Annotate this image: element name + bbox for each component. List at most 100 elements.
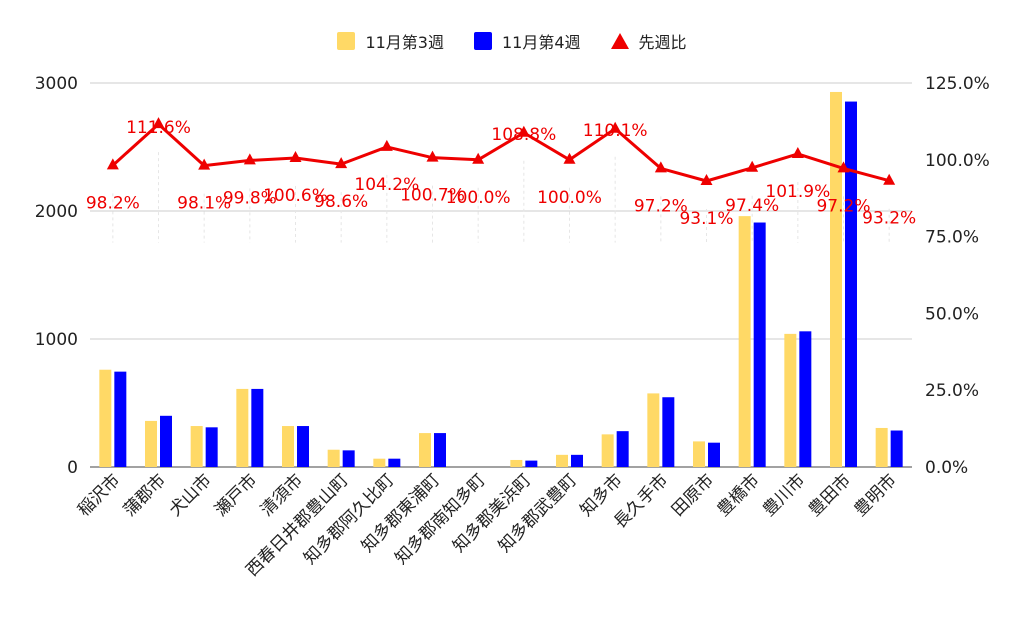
legend-marker-ratio bbox=[610, 33, 629, 49]
ratio-marker bbox=[746, 160, 759, 172]
right-axis-tick-label: 25.0% bbox=[925, 381, 979, 401]
bar-week3 bbox=[556, 454, 568, 467]
left-axis-tick-label: 1000 bbox=[35, 330, 78, 350]
ratio-marker bbox=[380, 139, 393, 151]
ratio-marker bbox=[883, 173, 896, 185]
ratio-data-label: 97.2% bbox=[634, 196, 688, 216]
bar-week3 bbox=[510, 459, 523, 467]
ratio-data-label: 100.7% bbox=[400, 186, 465, 206]
ratio-marker bbox=[563, 152, 576, 164]
category-label: 犬山市 bbox=[165, 470, 215, 520]
bar-week3 bbox=[145, 420, 157, 467]
bar-week3 bbox=[99, 369, 112, 467]
legend-label-week3: 11月第3週 bbox=[365, 33, 444, 52]
ratio-data-label: 100.0% bbox=[537, 188, 602, 208]
category-label: 蒲郡市 bbox=[120, 470, 170, 520]
ratio-data-label: 104.2% bbox=[354, 175, 419, 195]
legend-swatch-week4 bbox=[473, 32, 492, 50]
ratio-data-label: 100.6% bbox=[263, 186, 328, 206]
left-axis-tick-label: 0 bbox=[67, 458, 78, 478]
bar-week4 bbox=[388, 458, 401, 467]
category-label: 豊田市 bbox=[805, 470, 855, 520]
bar-week3 bbox=[236, 388, 249, 467]
bar-week4 bbox=[205, 427, 218, 467]
ratio-line bbox=[111, 122, 890, 183]
bar-week4 bbox=[845, 101, 857, 467]
legend-swatch-week3 bbox=[337, 32, 356, 50]
ratio-marker bbox=[791, 146, 804, 158]
ratio-data-label: 97.4% bbox=[725, 196, 779, 216]
bar-week3 bbox=[830, 91, 842, 468]
bar-week3 bbox=[647, 393, 660, 467]
bar-week4 bbox=[799, 331, 812, 467]
bar-week4 bbox=[114, 371, 127, 467]
bar-week3 bbox=[373, 458, 386, 467]
ratio-marker bbox=[654, 161, 667, 173]
bar-week4 bbox=[251, 388, 264, 467]
ratio-marker bbox=[198, 158, 211, 170]
bar-week3 bbox=[601, 434, 614, 467]
ratio-data-label: 99.8% bbox=[223, 188, 277, 208]
bar-week4 bbox=[753, 222, 766, 467]
ratio-data-label: 108.8% bbox=[491, 125, 556, 145]
ratio-marker bbox=[517, 125, 530, 137]
legend-item-week4: 11月第4週 bbox=[473, 29, 581, 53]
ratio-marker bbox=[609, 121, 622, 133]
left-axis-tick-label: 3000 bbox=[35, 74, 78, 94]
chart-legend: 11月第3週 11月第4週 先週比 bbox=[0, 28, 1024, 54]
bar-week3 bbox=[738, 216, 751, 467]
bar-week4 bbox=[890, 430, 903, 467]
ratio-data-label: 111.6% bbox=[126, 118, 191, 138]
right-axis-tick-label: 75.0% bbox=[925, 228, 979, 248]
ratio-data-label: 97.2% bbox=[816, 196, 870, 216]
ratio-data-label: 101.9% bbox=[765, 182, 830, 202]
right-axis-tick-label: 125.0% bbox=[925, 74, 990, 94]
category-label: 豊川市 bbox=[759, 470, 809, 520]
bar-week3 bbox=[875, 427, 888, 467]
bar-week4 bbox=[342, 450, 355, 467]
ratio-marker bbox=[289, 150, 302, 162]
bar-week4 bbox=[160, 415, 172, 467]
bar-week4 bbox=[571, 454, 583, 467]
bar-week4 bbox=[297, 426, 309, 467]
ratio-marker bbox=[426, 150, 439, 162]
right-axis-tick-label: 100.0% bbox=[925, 151, 990, 171]
bar-week3 bbox=[327, 449, 340, 467]
bar-week3 bbox=[784, 333, 797, 467]
category-label: 田原市 bbox=[668, 470, 718, 520]
ratio-data-label: 110.1% bbox=[583, 121, 648, 141]
ratio-data-label: 93.1% bbox=[679, 209, 733, 229]
category-label: 豊明市 bbox=[850, 470, 900, 520]
bar-week4 bbox=[434, 433, 446, 467]
bar-week3 bbox=[419, 433, 431, 467]
ratio-data-label: 100.0% bbox=[446, 188, 511, 208]
ratio-marker bbox=[243, 153, 256, 165]
ratio-marker bbox=[106, 158, 119, 170]
ratio-data-label: 98.1% bbox=[177, 194, 231, 214]
ratio-data-label: 98.2% bbox=[86, 193, 140, 213]
ratio-marker bbox=[335, 157, 348, 169]
legend-item-week3: 11月第3週 bbox=[337, 29, 444, 53]
category-label: 豊橋市 bbox=[713, 470, 763, 520]
ratio-marker bbox=[152, 117, 165, 129]
ratio-marker bbox=[472, 152, 485, 164]
legend-label-ratio: 先週比 bbox=[638, 33, 687, 52]
category-label: 稲沢市 bbox=[74, 470, 124, 520]
ratio-data-label: 93.2% bbox=[862, 209, 916, 229]
right-axis-tick-label: 0.0% bbox=[925, 458, 968, 478]
bar-week4 bbox=[708, 442, 720, 467]
category-label: 瀬戸市 bbox=[211, 470, 261, 520]
bar-week3 bbox=[693, 441, 705, 467]
ratio-marker bbox=[700, 173, 713, 185]
bar-week3 bbox=[190, 426, 203, 467]
legend-label-week4: 11月第4週 bbox=[501, 33, 581, 52]
bar-week4 bbox=[616, 431, 629, 467]
ratio-data-label: 98.6% bbox=[314, 192, 368, 212]
legend-item-ratio: 先週比 bbox=[610, 29, 687, 53]
bar-week3 bbox=[282, 426, 294, 467]
bar-week4 bbox=[662, 397, 675, 467]
left-axis-tick-label: 2000 bbox=[35, 202, 78, 222]
ratio-marker bbox=[837, 161, 850, 173]
right-axis-tick-label: 50.0% bbox=[925, 304, 979, 324]
